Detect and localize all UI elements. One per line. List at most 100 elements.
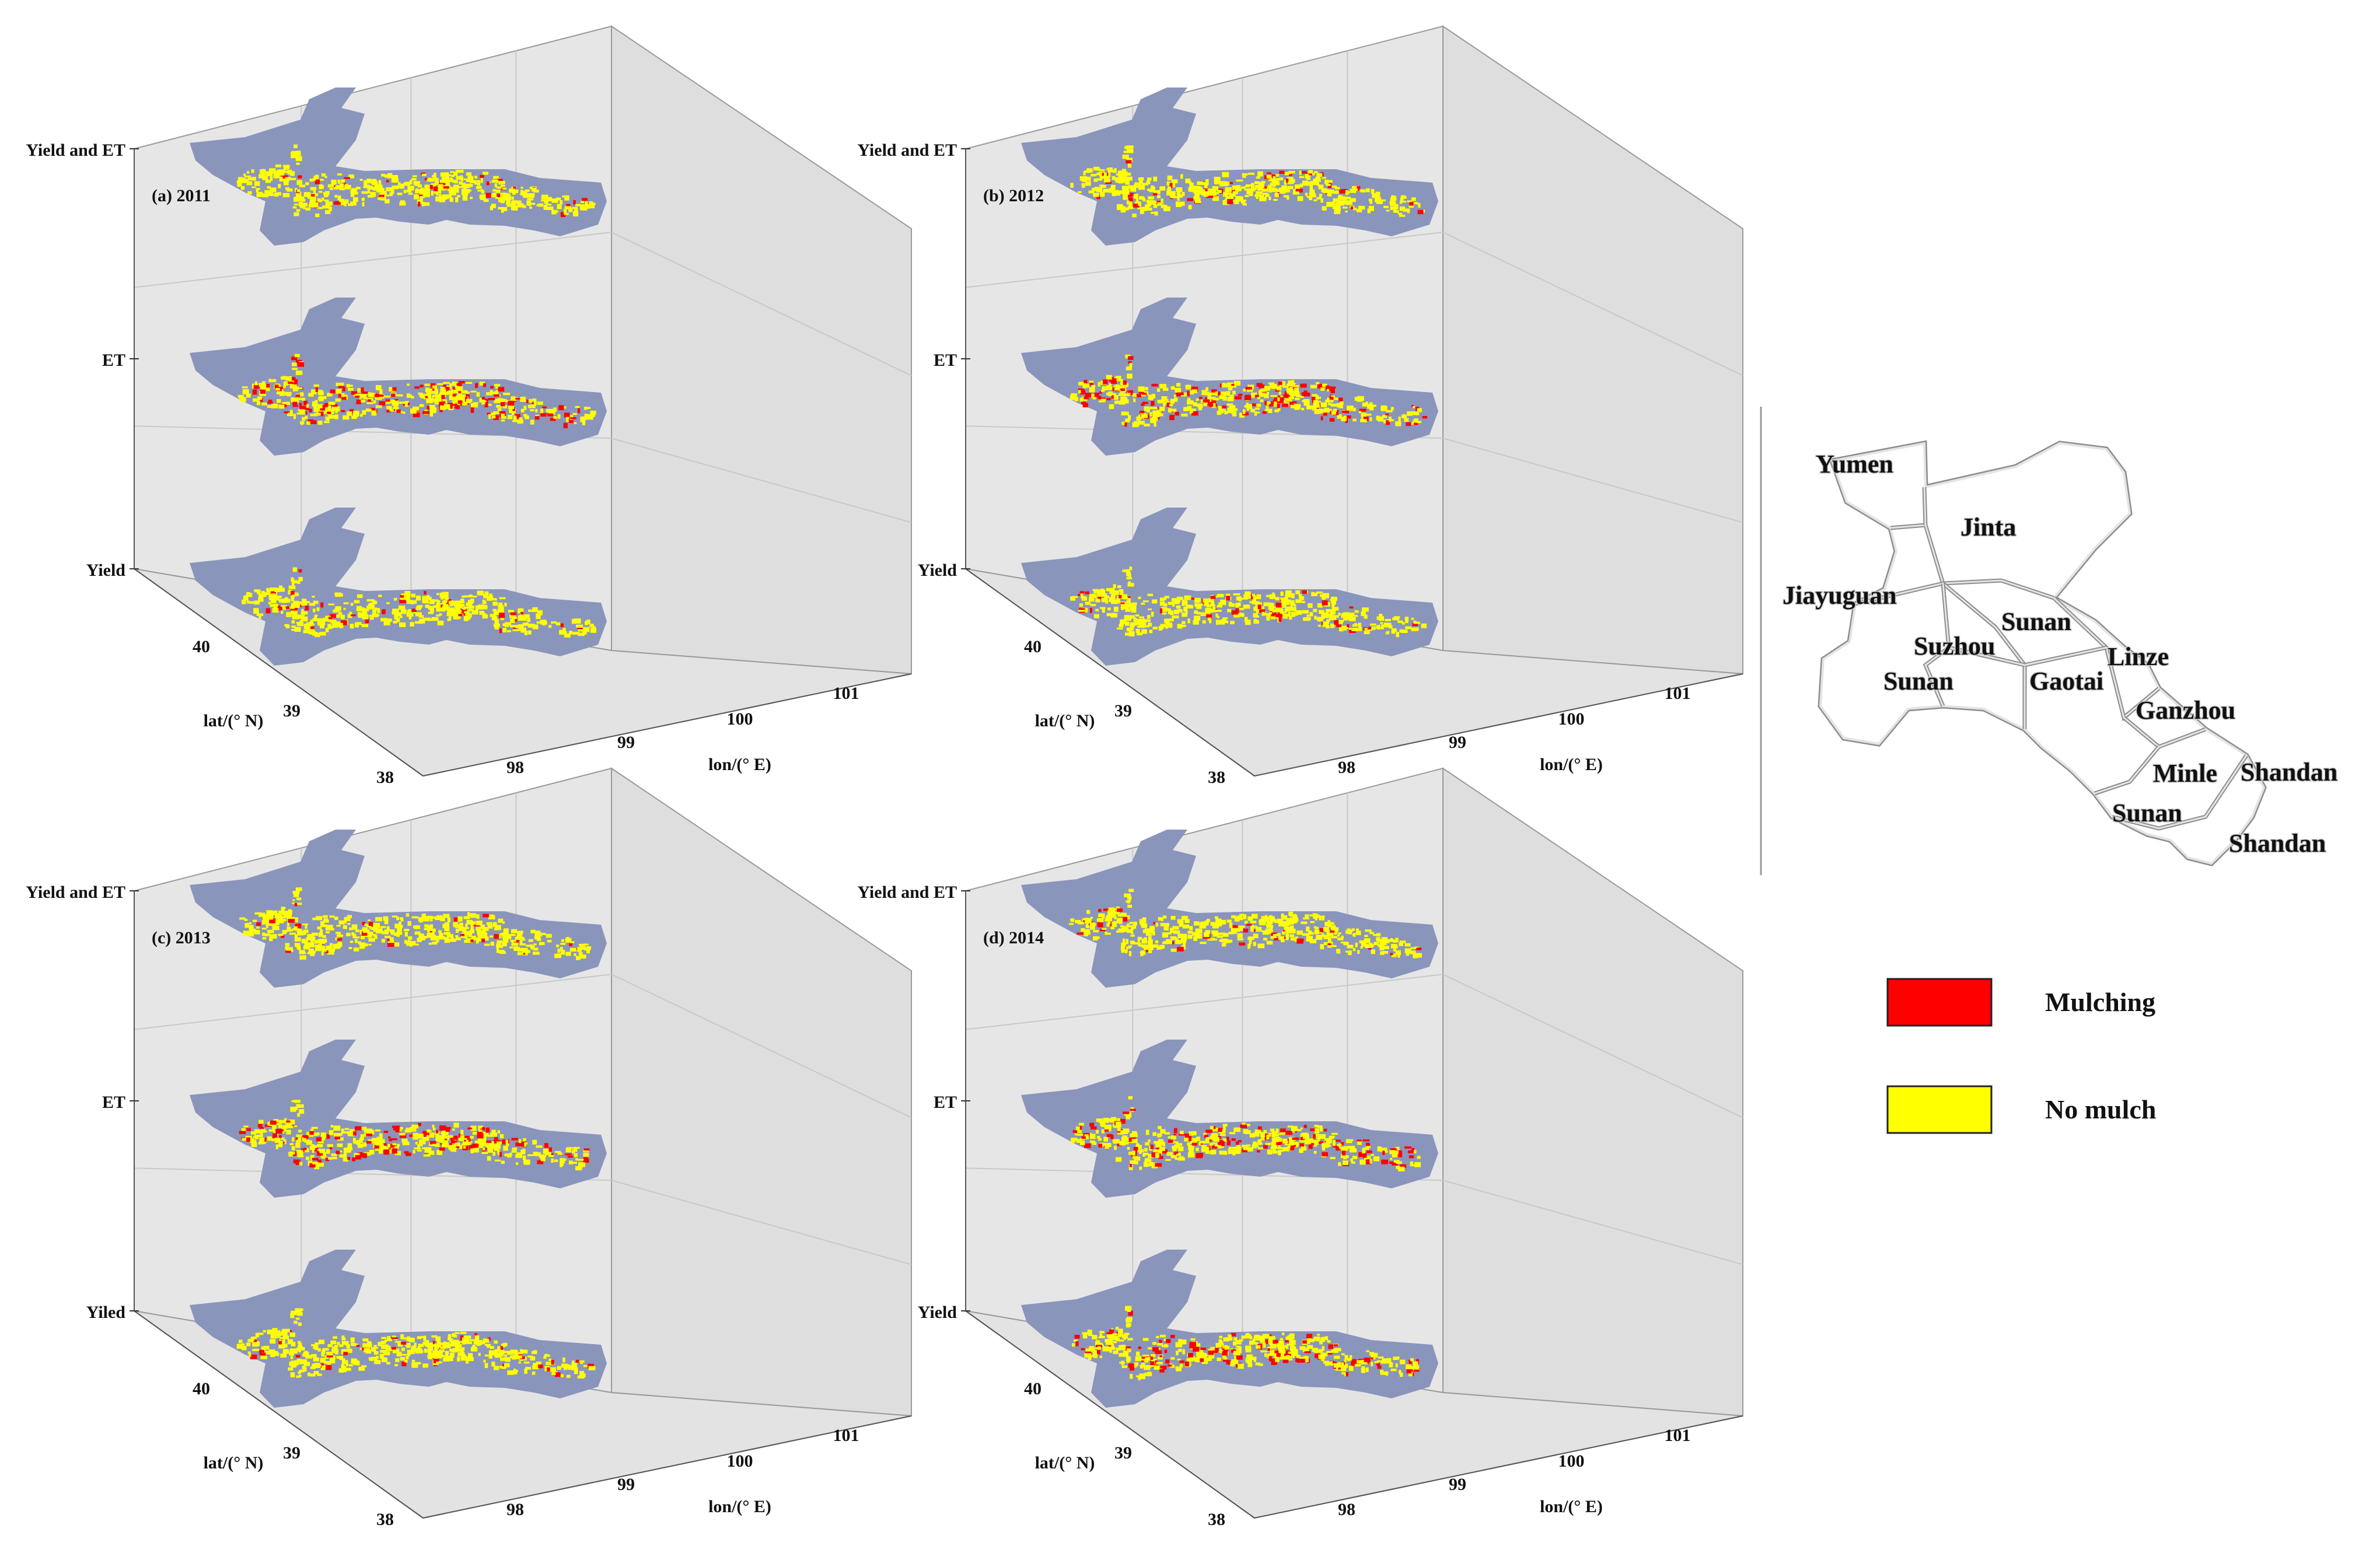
crop-pixel [453,387,456,390]
crop-pixel [445,174,451,176]
crop-pixel [395,932,401,935]
crop-pixel [338,393,342,398]
crop-pixel [1170,936,1177,939]
crop-pixel [1324,190,1329,194]
crop-pixel [443,186,449,189]
crop-pixel [1347,928,1351,933]
crop-pixel [1179,194,1183,198]
crop-pixel [563,208,567,214]
crop-pixel [343,925,347,929]
crop-pixel [369,1150,375,1155]
crop-pixel [1259,609,1266,613]
crop-pixel [435,1136,441,1139]
crop-pixel [1138,596,1141,599]
crop-pixel [410,1349,413,1355]
crop-pixel [1250,408,1255,412]
crop-pixel [300,204,305,208]
crop-pixel [285,376,292,381]
crop-pixel [1206,614,1212,618]
crop-pixel [351,924,358,930]
crop-pixel [271,403,278,408]
crop-pixel [452,1335,457,1338]
crop-pixel [1154,407,1158,410]
crop-pixel [328,413,332,418]
crop-pixel [575,406,580,408]
crop-pixel [296,162,300,165]
crop-pixel [295,394,300,397]
crop-pixel [424,188,427,191]
crop-pixel [262,175,268,180]
crop-pixel [1204,391,1210,394]
crop-pixel [296,897,302,901]
crop-pixel [568,418,574,423]
crop-pixel [249,1353,251,1357]
crop-pixel [292,398,299,403]
crop-pixel [387,939,390,942]
crop-pixel [337,938,343,941]
crop-pixel [1205,179,1209,183]
crop-pixel [472,1131,477,1135]
crop-pixel [275,1128,283,1134]
crop-pixels [239,1100,590,1171]
crop-pixel [1244,396,1252,401]
crop-pixel [1153,193,1158,196]
crop-pixel [1141,603,1145,605]
crop-pixel [1214,916,1218,919]
crop-pixel [279,1339,282,1341]
crop-pixel [326,1355,333,1358]
crop-pixel [1256,383,1263,387]
crop-pixel [1221,919,1226,925]
crop-pixel [1270,395,1278,397]
crop-pixel [480,174,484,178]
crop-pixel [569,947,576,952]
crop-pixel [264,1345,270,1350]
crop-pixel [430,935,438,940]
crop-pixel [1297,931,1302,935]
crop-pixel [1241,200,1245,204]
crop-pixel [580,946,587,950]
crop-pixel [271,593,276,598]
crop-pixel [1273,181,1278,184]
crop-pixel [477,590,484,596]
crop-pixel [1123,195,1126,198]
crop-pixel [585,414,590,419]
crop-pixel [1301,921,1308,924]
crop-pixel [1352,186,1357,191]
crop-pixel [278,933,284,936]
crop-pixel [1399,215,1406,217]
crop-pixel [336,925,341,927]
crop-pixel [551,1360,554,1365]
crop-pixel [511,929,518,933]
crop-pixel [431,617,439,621]
crop-pixel [466,602,470,607]
crop-pixel [289,171,295,176]
crop-pixel [562,628,566,632]
crop-pixel [296,209,300,212]
crop-pixel [566,937,569,941]
crop-pixel [1223,933,1229,937]
crop-pixel [510,1349,517,1353]
crop-pixel [1323,926,1329,931]
crop-pixel [1170,398,1175,404]
crop-pixel [316,1137,322,1142]
crop-pixel [290,1313,295,1318]
crop-pixel [548,410,555,414]
crop-pixel [1109,383,1112,387]
crop-pixel [258,614,261,619]
crop-pixel [1358,627,1362,631]
crop-pixel [1277,918,1283,924]
crop-pixel [282,175,288,179]
crop-pixel [1176,187,1183,192]
crop-pixel [270,1354,273,1356]
crop-pixel [434,1348,438,1353]
crop-pixel [1401,195,1405,198]
crop-pixel [501,419,505,422]
crop-pixel [278,1344,285,1348]
crop-pixel [1284,396,1291,400]
crop-pixel [580,1360,583,1364]
crop-pixel [417,184,422,188]
crop-pixel [328,617,333,620]
crop-pixel [272,1328,278,1330]
crop-pixel [533,947,539,951]
